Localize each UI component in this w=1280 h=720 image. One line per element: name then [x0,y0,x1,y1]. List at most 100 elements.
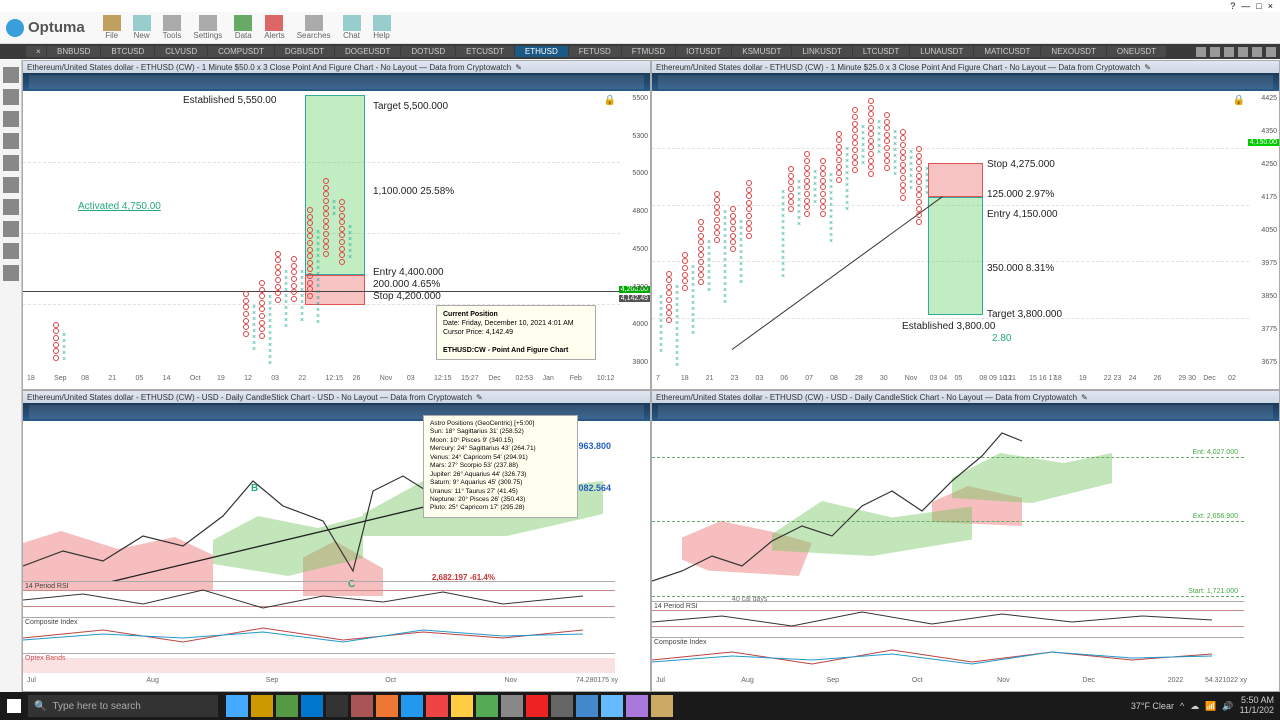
tool-trash-icon[interactable] [3,265,19,281]
chart-pane-top-left[interactable]: Ethereum/United States dollar - ETHUSD (… [22,60,651,390]
pencil-icon[interactable]: ✎ [515,63,522,72]
symbol-tab[interactable]: DOTUSD [401,46,455,57]
help-icon[interactable]: ? [1230,1,1235,11]
nav-list-icon[interactable] [1252,47,1262,57]
pencil-icon[interactable]: ✎ [1081,393,1088,402]
time-slider[interactable] [652,73,1279,91]
symbol-tab[interactable]: KSMUSDT [732,46,791,57]
candle-chart[interactable]: Ent: 4,027.000 Ext: 2,656.900 Start: 1,7… [652,421,1244,601]
minimize-icon[interactable]: — [1241,1,1250,11]
menu-searches[interactable]: Searches [297,15,331,40]
app-icon[interactable] [426,695,448,717]
app-icon[interactable] [251,695,273,717]
menu-chat[interactable]: Chat [343,15,361,40]
composite-panel[interactable]: Composite Index [23,617,615,653]
pencil-icon[interactable]: ✎ [1144,63,1151,72]
nav-back-icon[interactable] [1196,47,1206,57]
y-axis: 4,150.00 4425435042504175405039753850377… [1249,91,1279,375]
symbol-tab[interactable]: FETUSD [569,46,621,57]
app-icon[interactable] [626,695,648,717]
windows-taskbar[interactable]: 🔍 Type here to search 37°F Clear ^ ☁ 📶 🔊… [0,692,1280,720]
chart-pane-top-right[interactable]: Ethereum/United States dollar - ETHUSD (… [651,60,1280,390]
rsi-panel[interactable]: 14 Period RSI [652,601,1244,637]
app-icon[interactable] [476,695,498,717]
symbol-tab[interactable]: DGBUSDT [275,46,334,57]
app-icon[interactable] [376,695,398,717]
app-icon[interactable] [601,695,623,717]
tool-grid-icon[interactable] [3,221,19,237]
app-icon[interactable] [401,695,423,717]
app-icon[interactable] [551,695,573,717]
entry-label: Entry 4,150.000 [987,209,1058,220]
symbol-tab[interactable]: DOGEUSDT [335,46,400,57]
nav-gear-icon[interactable] [1266,47,1276,57]
nav-grid-icon[interactable] [1224,47,1234,57]
app-icon[interactable] [576,695,598,717]
app-icon[interactable] [526,695,548,717]
taskbar-clock[interactable]: 5:50 AM11/1/202 [1240,696,1274,716]
app-icon[interactable] [651,695,673,717]
candle-chart[interactable]: B C 4,963.800 4,082.564 2,682.197 -61.4%… [23,421,615,581]
tool-layers-icon[interactable] [3,243,19,259]
symbol-tab[interactable]: BTCUSD [101,46,154,57]
app-icon[interactable] [351,695,373,717]
weather-widget[interactable]: 37°F Clear [1131,701,1174,711]
maximize-icon[interactable]: □ [1256,1,1261,11]
tool-docs-icon[interactable] [3,67,19,83]
chart-pane-bottom-left[interactable]: Ethereum/United States dollar - ETHUSD (… [22,390,651,692]
nav-layout-icon[interactable] [1238,47,1248,57]
tool-save-icon[interactable] [3,111,19,127]
tool-plus-icon[interactable] [3,177,19,193]
symbol-tab[interactable]: FTMUSD [622,46,675,57]
composite-panel[interactable]: Composite Index [652,637,1244,677]
app-icon[interactable] [326,695,348,717]
menu-tools[interactable]: Tools [163,15,182,40]
tool-draw-icon[interactable] [3,155,19,171]
symbol-tab[interactable]: NEXOUSDT [1041,46,1105,57]
symbol-tab[interactable]: CLVUSD [155,46,207,57]
pencil-icon[interactable]: ✎ [476,393,483,402]
tray-cloud-icon[interactable]: ☁ [1190,701,1199,712]
tray-volume-icon[interactable]: 🔊 [1222,701,1233,712]
menu-new[interactable]: New [133,15,151,40]
chart-area[interactable]: Established 5,550.00 Target 5,500.000 1,… [23,91,620,375]
app-icon[interactable] [226,695,248,717]
symbol-tabstrip: × BNBUSDBTCUSDCLVUSDCOMPUSDTDGBUSDTDOGEU… [0,44,1280,59]
nav-fwd-icon[interactable] [1210,47,1220,57]
app-icon[interactable] [276,695,298,717]
tray-chevron-icon[interactable]: ^ [1180,701,1184,711]
symbol-tab[interactable]: ETCUSDT [456,46,514,57]
app-icon[interactable] [501,695,523,717]
chart-pane-bottom-right[interactable]: Ethereum/United States dollar - ETHUSD (… [651,390,1280,692]
symbol-tab[interactable]: ETHUSD [515,46,568,57]
tool-arrow-icon[interactable] [3,133,19,149]
symbol-tab[interactable]: IOTUSDT [676,46,731,57]
symbol-tab[interactable]: LTCUSDT [853,46,909,57]
symbol-tab[interactable]: ONEUSDT [1107,46,1166,57]
app-icon[interactable] [301,695,323,717]
system-tray[interactable]: 37°F Clear ^ ☁ 📶 🔊 5:50 AM11/1/202 [1131,696,1274,716]
time-slider[interactable] [23,73,650,91]
tray-wifi-icon[interactable]: 📶 [1205,701,1216,712]
symbol-tab[interactable]: MATICUSDT [974,46,1040,57]
close-icon[interactable]: × [1268,1,1273,11]
chart-area[interactable]: Stop 4,275.000 125.000 2.97% Entry 4,150… [652,91,1249,375]
menu-settings[interactable]: Settings [193,15,222,40]
symbol-tab[interactable]: LUNAUSDT [910,46,973,57]
taskbar-search[interactable]: 🔍 Type here to search [28,695,218,717]
start-button[interactable] [0,692,28,720]
menu-file[interactable]: File [103,15,121,40]
menu-help[interactable]: Help [373,15,391,40]
menu-alerts[interactable]: Alerts [264,15,284,40]
rsi-panel[interactable]: 14 Period RSI [23,581,615,617]
symbol-tab[interactable]: BNBUSD [47,46,100,57]
menu-data[interactable]: Data [234,15,252,40]
time-slider[interactable] [652,403,1279,421]
optex-panel[interactable]: Optex Bands [23,653,615,677]
tab-close[interactable]: × [26,46,46,57]
tool-lock-icon[interactable] [3,199,19,215]
tool-print-icon[interactable] [3,89,19,105]
app-icon[interactable] [451,695,473,717]
symbol-tab[interactable]: LINKUSDT [792,46,852,57]
symbol-tab[interactable]: COMPUSDT [208,46,274,57]
